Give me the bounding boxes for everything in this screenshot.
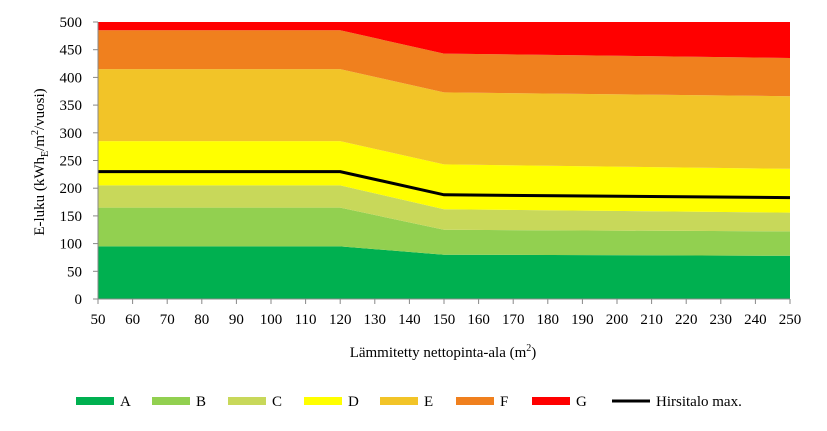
y-tick-label: 500: [60, 15, 83, 31]
legend-swatch-f: [456, 397, 494, 405]
legend-label-c: C: [272, 394, 282, 410]
x-tick-label: 160: [467, 312, 490, 328]
legend-swatch-b: [152, 397, 190, 405]
x-tick-label: 240: [744, 312, 767, 328]
y-tick-label: 350: [60, 98, 83, 114]
legend-swatch-c: [228, 397, 266, 405]
x-tick-label: 170: [502, 312, 525, 328]
x-tick-label: 220: [675, 312, 698, 328]
legend-label-e: E: [424, 394, 433, 410]
legend-label-b: B: [196, 394, 206, 410]
y-tick-labels: 0 50 100 150 200 250 300 350 400 450 500: [60, 15, 83, 308]
legend-swatch-d: [304, 397, 342, 405]
axes: [93, 21, 791, 304]
x-axis-title: Lämmitetty nettopinta-ala (m2): [350, 343, 537, 361]
y-tick-label: 200: [60, 181, 83, 197]
x-tick-label: 60: [125, 312, 140, 328]
legend-label-d: D: [348, 394, 359, 410]
legend-label-g: G: [576, 394, 587, 410]
x-tick-label: 110: [295, 312, 317, 328]
legend-label-hirsitalo-max: Hirsitalo max.: [656, 394, 742, 410]
y-tick-label: 100: [60, 237, 83, 253]
x-tick-label: 150: [433, 312, 456, 328]
legend-swatch-e: [380, 397, 418, 405]
y-tick-label: 50: [67, 264, 82, 280]
x-tick-label: 140: [398, 312, 421, 328]
area-e: [98, 69, 790, 169]
line-hirsitalo-max: [98, 170, 791, 200]
stacked-areas: [98, 22, 790, 299]
area-f: [98, 30, 790, 97]
x-tick-label: 230: [710, 312, 733, 328]
area-c: [98, 185, 790, 232]
x-tick-label: 130: [364, 312, 387, 328]
x-tick-label: 200: [606, 312, 629, 328]
y-tick-label: 150: [60, 209, 83, 225]
legend-label-a: A: [120, 394, 131, 410]
x-tick-label: 80: [194, 312, 209, 328]
x-tick-label: 180: [537, 312, 560, 328]
legend: A B C D E F G Hirsitalo max.: [76, 394, 742, 410]
area-a: [98, 246, 790, 299]
area-g: [98, 22, 790, 58]
y-tick-label: 0: [75, 292, 83, 308]
x-tick-label: 50: [91, 312, 106, 328]
x-tick-label: 250: [779, 312, 802, 328]
y-axis-title: E-luku (kWhE/m2/vuosi): [30, 88, 51, 235]
y-tick-label: 250: [60, 154, 83, 170]
x-tick-label: 190: [571, 312, 594, 328]
legend-swatch-a: [76, 397, 114, 405]
x-tick-label: 70: [160, 312, 175, 328]
line-layer: [98, 170, 791, 200]
x-tick-label: 100: [260, 312, 283, 328]
y-tick-label: 300: [60, 126, 83, 142]
x-tick-label: 90: [229, 312, 244, 328]
legend-label-f: F: [500, 394, 508, 410]
legend-swatch-g: [532, 397, 570, 405]
x-tick-label: 120: [329, 312, 352, 328]
x-tick-labels: 50 60 70 80 90 100 110 120 130 140 150 160 170 180 190…: [91, 312, 802, 328]
y-tick-label: 450: [60, 43, 83, 59]
y-tick-label: 400: [60, 70, 83, 86]
area-b: [98, 207, 790, 256]
x-tick-label: 210: [640, 312, 663, 328]
